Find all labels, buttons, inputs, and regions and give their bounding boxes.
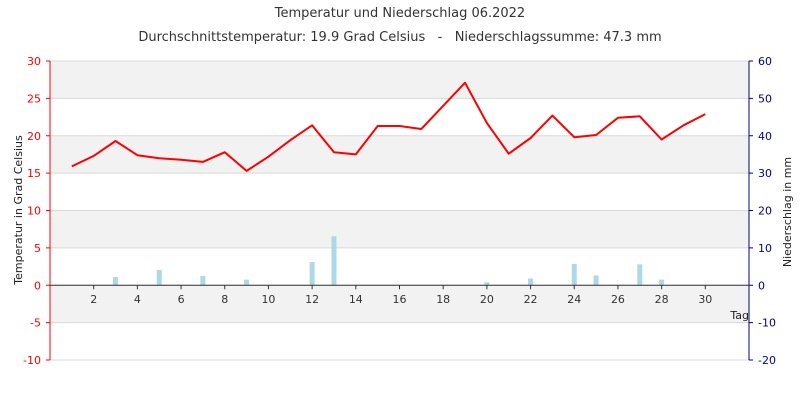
y-tick-label-right: 20 xyxy=(758,205,772,218)
x-tick-label: 20 xyxy=(480,293,494,306)
y-tick-label-right: 10 xyxy=(758,242,772,255)
y-tick-label-left: 0 xyxy=(34,279,41,292)
x-tick-label: 22 xyxy=(524,293,538,306)
y-tick-label-right: 0 xyxy=(758,279,765,292)
temperature-lines xyxy=(71,81,706,172)
y-tick-label-right: 30 xyxy=(758,167,772,180)
x-tick-label: 26 xyxy=(611,293,625,306)
precipitation-bar xyxy=(244,279,250,286)
precipitation-bar xyxy=(528,278,534,286)
precipitation-bar xyxy=(571,263,577,286)
precipitation-bar xyxy=(156,269,162,286)
x-tick-label: 12 xyxy=(305,293,319,306)
precipitation-bar xyxy=(593,275,599,286)
y-tick-label-left: 15 xyxy=(27,167,41,180)
y-tick-label-right: -10 xyxy=(758,317,776,330)
chart-subtitle: Durchschnittstemperatur: 19.9 Grad Celsi… xyxy=(138,30,661,45)
x-tick-label: 24 xyxy=(567,293,581,306)
precipitation-bar xyxy=(637,264,643,286)
y-tick-label-right: 40 xyxy=(758,130,772,143)
x-tick-label: 18 xyxy=(436,293,450,306)
x-tick-label: 28 xyxy=(655,293,669,306)
grid-band xyxy=(50,135,749,174)
grid-band xyxy=(50,210,749,248)
y-axis-label-right: Niederschlag in mm xyxy=(781,157,794,267)
precipitation-bar xyxy=(331,236,337,286)
x-tick-label: 6 xyxy=(178,293,185,306)
x-tick-label: 16 xyxy=(393,293,407,306)
y-tick-label-left: 5 xyxy=(34,242,41,255)
y-tick-label-left: -10 xyxy=(23,354,41,367)
background-bands xyxy=(50,61,749,323)
x-tick-label: 14 xyxy=(349,293,363,306)
x-axis-label: Tag xyxy=(729,309,749,322)
y-tick-label-left: 30 xyxy=(27,55,41,68)
axes xyxy=(46,60,753,361)
precipitation-bar xyxy=(309,262,315,286)
y-tick-label-right: 60 xyxy=(758,55,772,68)
y-tick-label-left: 20 xyxy=(27,130,41,143)
x-tick-label: 8 xyxy=(221,293,228,306)
y-tick-label-right: 50 xyxy=(758,92,772,105)
x-tick-label: 2 xyxy=(90,293,97,306)
y-tick-label-right: -20 xyxy=(758,354,776,367)
x-tick-label: 30 xyxy=(698,293,712,306)
precipitation-bars xyxy=(113,236,665,286)
precipitation-bar xyxy=(484,282,490,286)
precipitation-bar xyxy=(113,277,119,286)
y-tick-label-left: 25 xyxy=(27,92,41,105)
y-tick-label-left: -5 xyxy=(30,317,41,330)
precipitation-bar xyxy=(200,275,206,286)
chart-title: Temperatur und Niederschlag 06.2022 xyxy=(274,6,525,21)
y-axis-label-left: Temperatur in Grad Celsius xyxy=(12,135,25,286)
precipitation-bar xyxy=(659,279,665,286)
y-tick-label-left: 10 xyxy=(27,205,41,218)
x-tick-label: 4 xyxy=(134,293,141,306)
grid-band xyxy=(50,61,749,99)
x-tick-label: 10 xyxy=(261,293,275,306)
grid-band xyxy=(50,285,749,323)
temperature-line xyxy=(71,81,706,172)
